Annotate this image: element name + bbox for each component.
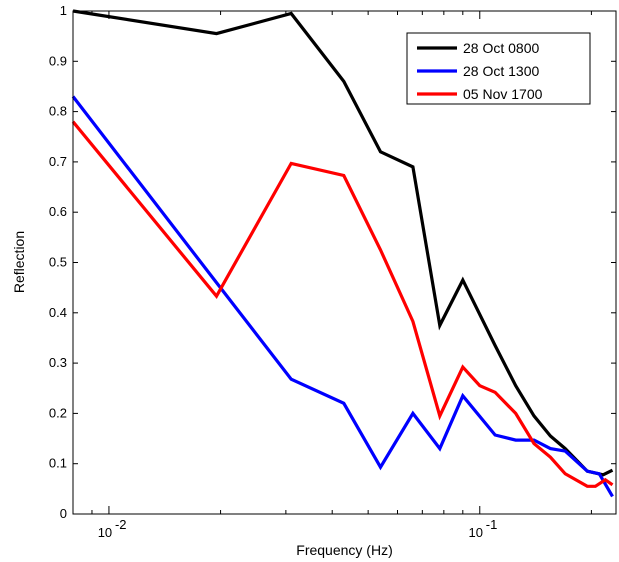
legend-label-2: 05 Nov 1700 [463,86,543,102]
x-tick-exponent: -2 [115,517,127,532]
y-tick-label: 0.1 [49,456,67,471]
y-axis-label: Reflection [11,231,27,293]
y-tick-label: 0.8 [49,104,67,119]
legend-label-1: 28 Oct 1300 [463,63,539,79]
y-tick-label: 0.3 [49,355,67,370]
y-tick-label: 0.5 [49,255,67,270]
y-tick-label: 0.4 [49,305,67,320]
x-tick-label: 10 [469,525,483,540]
legend-label-0: 28 Oct 0800 [463,40,539,56]
x-tick-exponent: -1 [486,517,498,532]
y-tick-label: 1 [60,3,67,18]
y-tick-label: 0.2 [49,405,67,420]
y-tick-label: 0.7 [49,154,67,169]
series-line-1 [71,95,614,498]
series-line-2 [71,120,614,488]
series-layer [71,9,614,498]
legend-box [406,32,591,105]
x-axis-label: Frequency (Hz) [296,542,392,558]
x-tick-label: 10 [98,525,112,540]
y-tick-label: 0.6 [49,204,67,219]
y-tick-label: 0 [60,506,67,521]
legend: 28 Oct 0800 28 Oct 1300 05 Nov 1700 [406,32,591,105]
y-tick-label: 0.9 [49,53,67,68]
